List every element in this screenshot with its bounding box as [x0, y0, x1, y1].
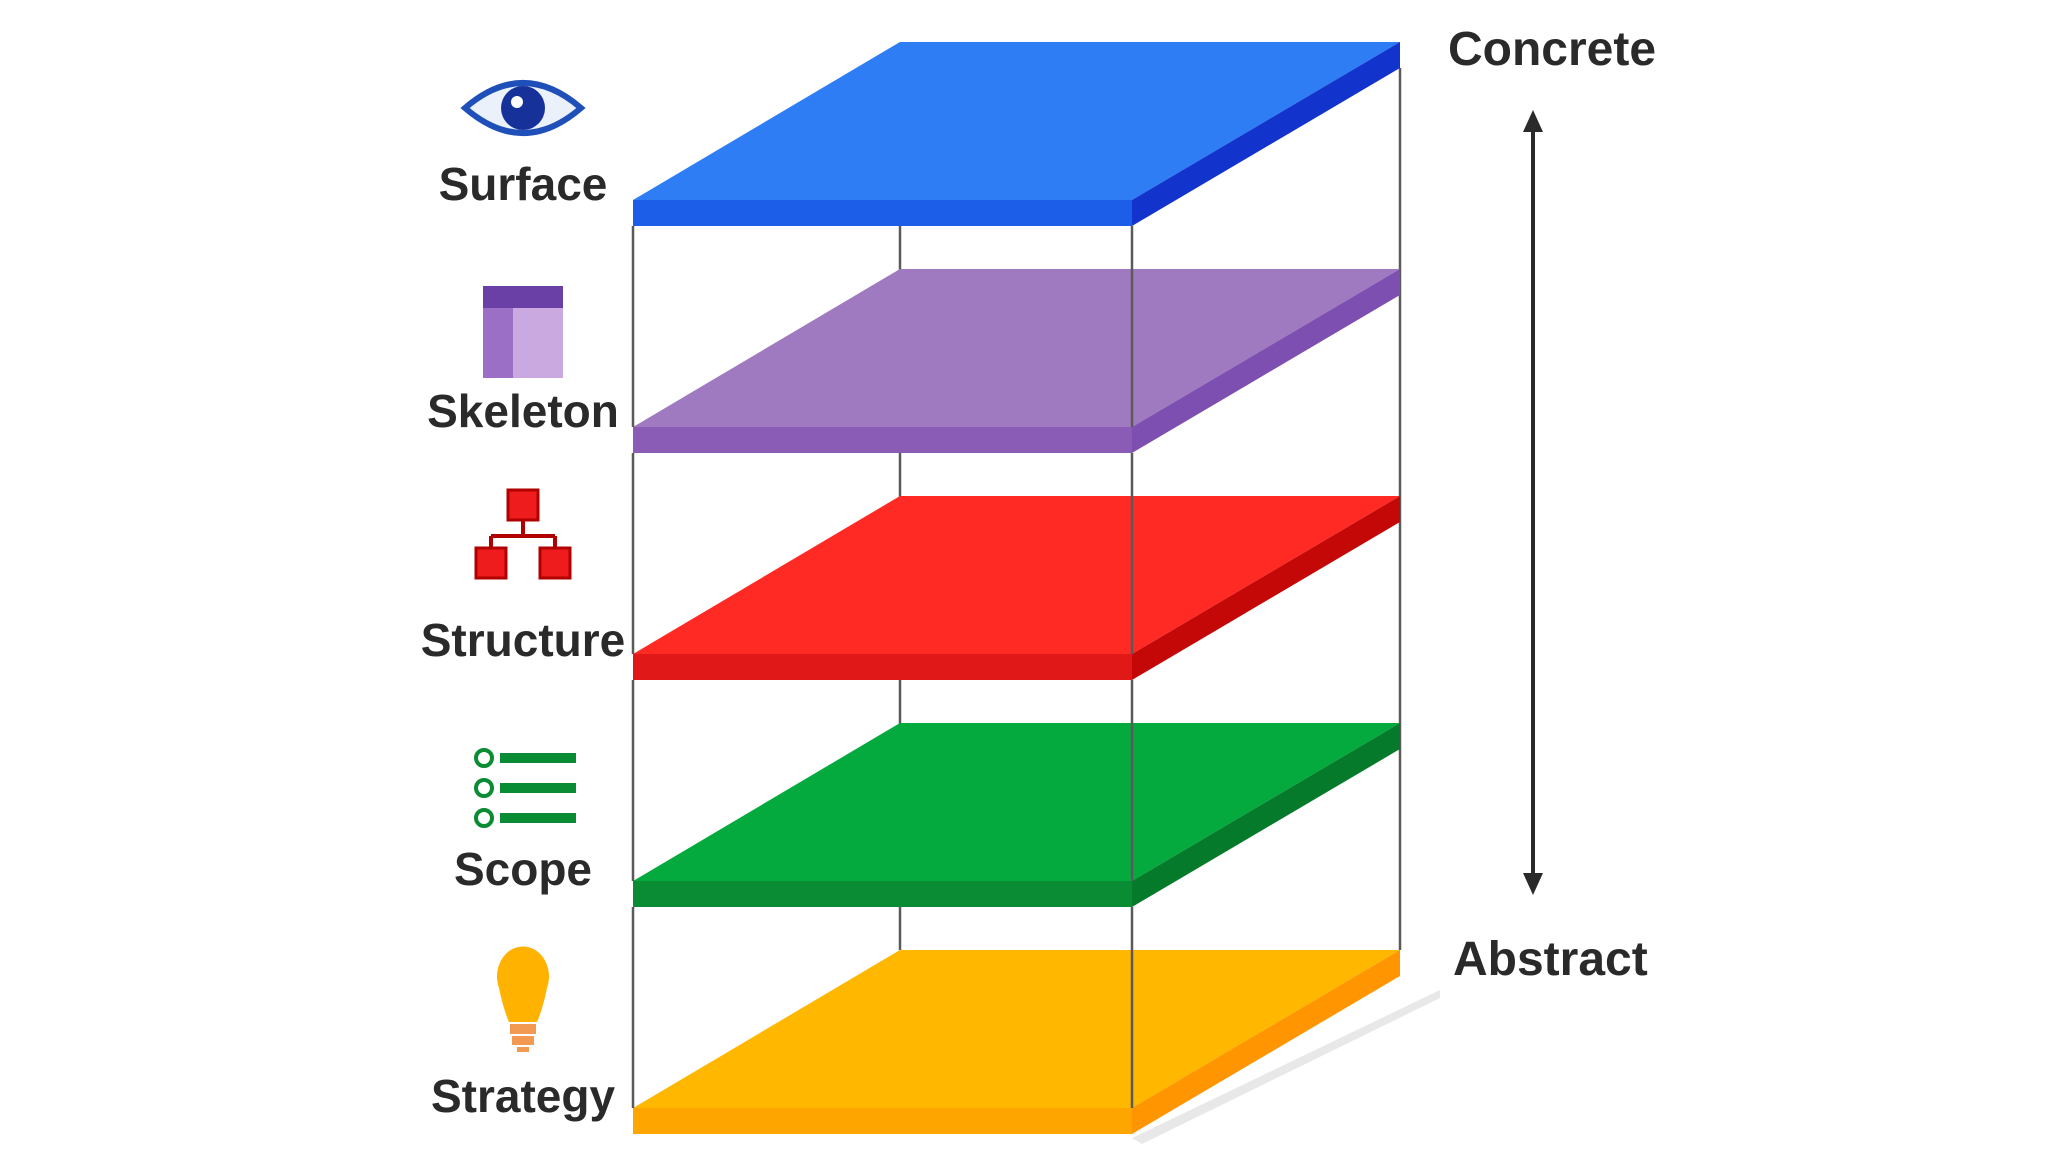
layer-label-strategy: Strategy [430, 1070, 616, 1122]
plate-side-structure [1132, 496, 1400, 680]
plate-front-scope [633, 881, 1132, 907]
plate-side-strategy [1132, 950, 1400, 1134]
plate-strategy [633, 950, 1400, 1134]
plate-front-structure [633, 654, 1132, 680]
checklist-icon [474, 748, 576, 828]
plate-top-strategy [633, 950, 1400, 1108]
plate-front-strategy [633, 1108, 1132, 1134]
plate-front-surface [633, 200, 1132, 226]
plate-top-scope [633, 723, 1400, 881]
plate-side-skeleton [1132, 269, 1400, 453]
wireframe-icon [483, 286, 563, 378]
layer-label-skeleton: Skeleton [427, 385, 619, 437]
concrete-abstract-arrow [1523, 110, 1543, 895]
eye-icon [460, 80, 586, 136]
axis-label-abstract: Abstract [1453, 933, 1648, 986]
axis-label-concrete: Concrete [1448, 23, 1657, 76]
layer-label-structure: Structure [420, 614, 626, 666]
plate-front-skeleton [633, 427, 1132, 453]
box-frame-front-edges [631, 226, 1134, 1108]
plate-top-surface [633, 42, 1400, 200]
plate-side-surface [1132, 42, 1400, 226]
layer-label-scope: Scope [453, 843, 593, 895]
plate-side-scope [1132, 723, 1400, 907]
plate-top-structure [633, 496, 1400, 654]
layer-label-surface: Surface [438, 158, 608, 210]
layer-plates [633, 42, 1440, 1144]
plate-structure [633, 496, 1400, 680]
lightbulb-icon [497, 946, 549, 1052]
plate-scope [633, 723, 1400, 907]
plate-skeleton [633, 269, 1400, 453]
bottom-plate-shadow [1132, 990, 1440, 1144]
plate-top-skeleton [633, 269, 1400, 427]
hierarchy-icon [474, 488, 572, 580]
plate-surface [633, 42, 1400, 226]
